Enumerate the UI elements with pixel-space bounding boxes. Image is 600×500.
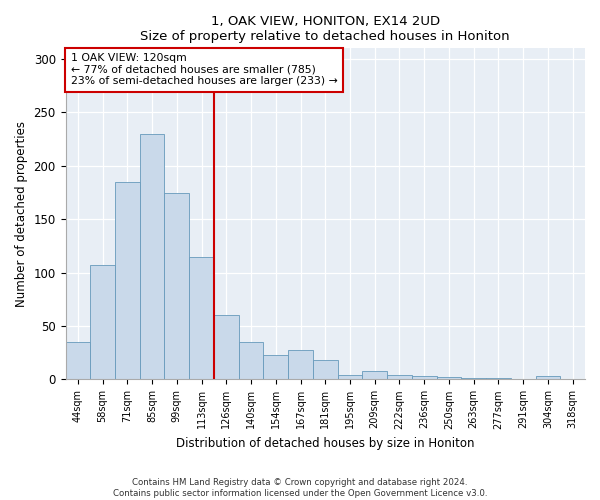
Bar (90, 265, 115, 380)
Bar (486, 378, 511, 380)
Text: Contains HM Land Registry data © Crown copyright and database right 2024.
Contai: Contains HM Land Registry data © Crown c… (113, 478, 487, 498)
Bar (140, 134, 164, 380)
Bar (115, 182, 140, 380)
Bar (263, 355, 288, 380)
Text: 1 OAK VIEW: 120sqm
← 77% of detached houses are smaller (785)
23% of semi-detach: 1 OAK VIEW: 120sqm ← 77% of detached hou… (71, 54, 337, 86)
Bar (164, 192, 189, 380)
Bar (437, 378, 461, 380)
Title: 1, OAK VIEW, HONITON, EX14 2UD
Size of property relative to detached houses in H: 1, OAK VIEW, HONITON, EX14 2UD Size of p… (140, 15, 510, 43)
Bar (338, 375, 362, 380)
Bar (239, 342, 263, 380)
Bar (214, 316, 239, 380)
Y-axis label: Number of detached properties: Number of detached properties (15, 121, 28, 307)
Bar (461, 378, 486, 380)
X-axis label: Distribution of detached houses by size in Honiton: Distribution of detached houses by size … (176, 437, 475, 450)
Bar (65, 342, 90, 380)
Bar (387, 375, 412, 380)
Bar (362, 371, 387, 380)
Bar (536, 376, 560, 380)
Bar (288, 350, 313, 380)
Bar (313, 360, 338, 380)
Bar (412, 376, 437, 380)
Bar (189, 256, 214, 380)
